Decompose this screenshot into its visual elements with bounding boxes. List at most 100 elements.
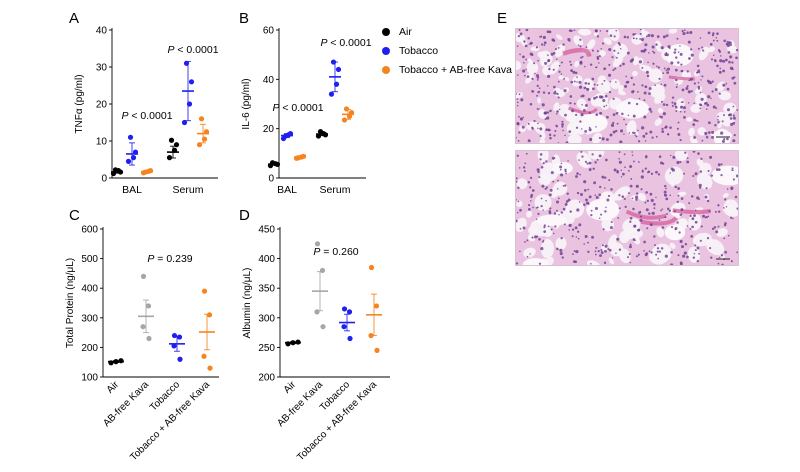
histology-top-nucleus-269 [674,105,677,108]
histology-top-nucleus-379 [625,75,628,78]
histology-bottom-nucleus-246 [670,263,674,265]
histology-top-nucleus-95 [632,114,636,118]
histology-top-nucleus-351 [693,102,695,105]
histology-top-nucleus-386 [548,67,551,71]
histology-top-nucleus-69 [692,123,696,127]
histology-bottom-nucleus-21 [698,183,702,187]
histology-top-nucleus-286 [641,126,645,130]
histology-bottom-nucleus-213 [686,160,690,164]
histology-top-nucleus-219 [608,63,611,66]
histology-bottom-nucleus-28 [636,192,639,195]
histology-top-nucleus-190 [729,117,733,120]
histology-bottom-nucleus-352 [698,252,701,255]
histology-top-nucleus-53 [596,84,599,86]
histology-top-nucleus-487 [553,85,556,89]
histology-top-nucleus-387 [594,29,598,33]
histology-top-nucleus-375 [553,91,557,95]
histology-bottom-airspace-0 [664,224,686,241]
histology-top-nucleus-462 [647,33,651,37]
y-axis-label-c: Total Protein (ng/μL) [65,258,76,348]
histology-bottom-nucleus-150 [676,160,680,165]
histology-top-nucleus-260 [632,131,635,134]
histology-top-nucleus-429 [601,83,604,85]
histology-top-nucleus-229 [537,122,539,125]
histology-top-nucleus-52 [704,131,708,135]
histology-top-nucleus-409 [676,83,678,85]
histology-bottom-nucleus-297 [524,241,526,243]
histology-top-nucleus-40 [558,64,561,67]
legend-item-tobacco-kava: Tobacco + AB-free Kava [382,60,532,79]
histology-top-nucleus-198 [588,128,592,132]
histology-top-nucleus-271 [696,64,700,68]
histology-bottom-nucleus-224 [583,243,585,245]
histology-bottom-nucleus-265 [632,160,635,163]
y-tick-label-c-200: 200 [81,343,98,354]
histology-top-nucleus-319 [689,30,693,35]
histology-bottom-nucleus-187 [599,254,602,258]
histology-top-nucleus-27 [686,70,689,73]
histology-bottom-nucleus-299 [727,234,730,237]
data-point-d-ab-free-kava-1 [314,309,320,315]
histology-top-alveolus-59 [617,84,624,92]
histology-top-alveolus-67 [556,34,563,41]
histology-bottom-nucleus-198 [710,174,714,177]
histology-top-nucleus-457 [595,126,597,128]
histology-top-nucleus-402 [570,69,574,73]
histology-bottom-nucleus-55 [592,167,595,170]
histology-top-nucleus-196 [682,31,686,36]
annotation-b-0: P < 0.0001 [272,102,323,114]
histology-top-nucleus-144 [625,123,627,126]
x-tick-label-b-bal: BAL [277,184,297,196]
histology-bottom-nucleus-418 [683,172,685,175]
histology-top-nucleus-59 [656,35,660,38]
histology-top-nucleus-445 [615,29,618,32]
histology-bottom-nucleus-259 [724,198,727,201]
histology-bottom-alveolus-17 [538,173,551,186]
histology-bottom-nucleus-121 [605,158,608,162]
histology-top-nucleus-117 [635,102,639,106]
histology-top-nucleus-437 [710,58,714,61]
histology-top-nucleus-98 [518,115,520,118]
histology-bottom-nucleus-311 [575,250,579,254]
histology-top-nucleus-128 [553,134,556,137]
histology-bottom-nucleus-395 [548,210,552,213]
histology-top-nucleus-398 [706,103,710,107]
histology-bottom-nucleus-382 [565,172,567,175]
histology-bottom-nucleus-128 [539,153,543,156]
histology-top-nucleus-502 [608,90,612,94]
histology-top-vessel-2 [567,106,598,115]
histology-bottom-nucleus-26 [591,235,594,239]
histology-top-nucleus-100 [549,136,552,140]
histology-bottom-nucleus-416 [669,194,672,197]
histology-bottom-nucleus-17 [532,206,534,209]
histology-top-nucleus-74 [644,43,648,47]
histology-bottom-nucleus-389 [670,226,674,229]
histology-bottom-nucleus-348 [705,187,708,190]
histology-bottom-nucleus-355 [594,161,597,164]
histology-bottom-nucleus-232 [600,251,604,254]
annotation-a-0: P < 0.0001 [121,110,172,122]
histology-bottom-nucleus-285 [516,180,518,183]
histology-top-nucleus-142 [662,112,666,116]
histology-top-alveolus-34 [516,60,522,70]
histology-top-nucleus-488 [646,74,650,78]
histology-bottom-nucleus-199 [620,169,623,172]
histology-bottom-nucleus-29 [564,202,568,206]
histology-bottom-nucleus-312 [624,205,627,209]
y-axis-label-a: TNFα (pg/ml) [74,74,85,133]
histology-top-alveolus-61 [725,91,730,97]
histology-bottom-alveolus-15 [540,238,555,259]
histology-bottom-nucleus-372 [537,212,540,215]
histology-top-alveolus-19 [686,117,693,122]
histology-bottom-nucleus-46 [722,207,725,209]
x-tick-label-b-serum: Serum [320,184,351,196]
histology-top-nucleus-352 [733,76,736,79]
histology-top-nucleus-191 [643,99,646,102]
histology-top-nucleus-343 [574,71,578,75]
data-point-d-tobacco-2 [346,309,353,315]
histology-top-nucleus-304 [666,71,669,74]
data-point-b-tobacco-serum-1 [333,81,340,87]
histology-bottom-nucleus-130 [628,169,630,172]
histology-bottom-alveolus-51 [706,239,725,256]
histology-top-nucleus-34 [568,130,572,133]
